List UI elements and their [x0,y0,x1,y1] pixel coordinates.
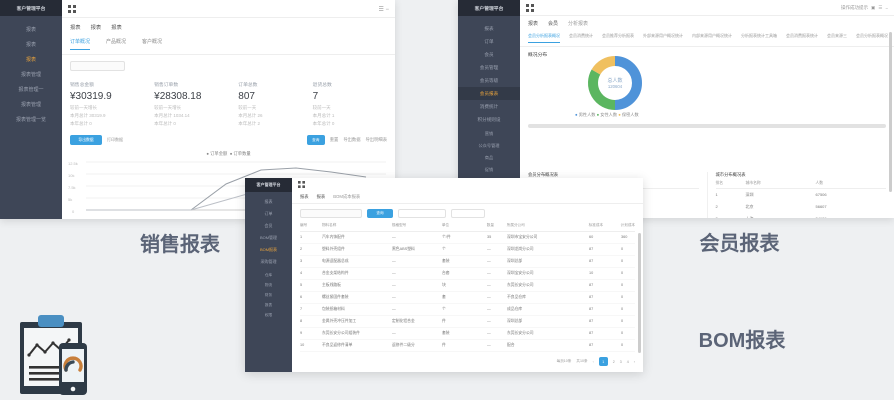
svg-text:10k: 10k [68,173,74,178]
svg-text:120604: 120604 [608,84,623,89]
svg-text:7.5k: 7.5k [68,185,76,190]
svg-text:5k: 5k [68,197,72,202]
svg-text:12.5k: 12.5k [68,161,78,166]
svg-text:总人数: 总人数 [607,77,622,84]
svg-text:0: 0 [72,209,75,214]
